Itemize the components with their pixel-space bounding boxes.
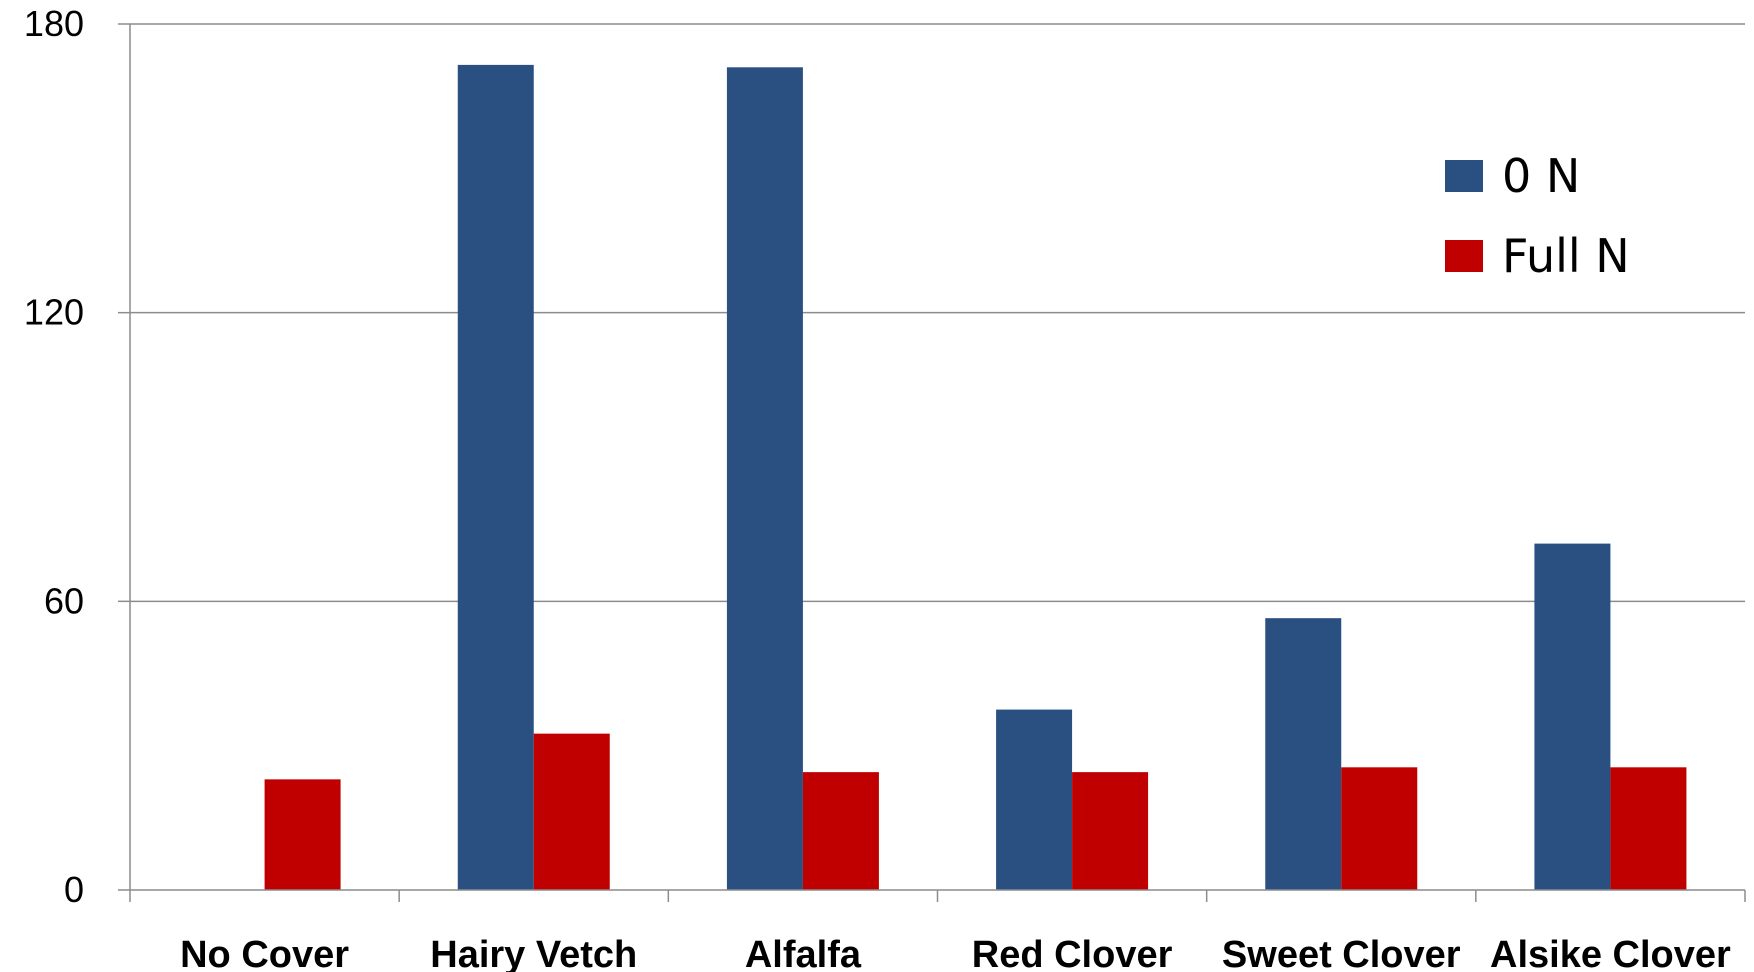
- bar-0n-red-clover: [996, 709, 1073, 890]
- bar-full-n-no-cover: [264, 779, 341, 890]
- y-tick-labels: 0 60 120 180: [24, 3, 84, 910]
- y-tick-label: 0: [64, 869, 84, 910]
- x-category-labels: No Cover Hairy Vetch Alfalfa Red Clover Swee…: [180, 934, 1731, 972]
- gridlines: [130, 23, 1745, 603]
- legend: 0 N Full N: [1445, 149, 1630, 283]
- axes: [118, 23, 1746, 902]
- x-category-label: Alfalfa: [745, 934, 862, 972]
- bar-full-n-red-clover: [1072, 772, 1149, 890]
- legend-label-full-n: Full N: [1502, 229, 1630, 283]
- bar-0n-alsike-clover: [1534, 543, 1611, 890]
- bar-full-n-hairy-vetch: [533, 733, 610, 890]
- bar-full-n-alsike-clover: [1610, 767, 1687, 890]
- x-category-label: No Cover: [180, 934, 349, 972]
- bar-full-n-sweet-clover: [1341, 767, 1418, 890]
- x-category-label: Hairy Vetch: [430, 934, 637, 972]
- legend-swatch-0n: [1445, 160, 1483, 192]
- x-category-label: Red Clover: [972, 934, 1173, 972]
- y-tick-label: 60: [44, 580, 84, 621]
- y-tick-label: 180: [24, 3, 84, 44]
- legend-swatch-full-n: [1445, 240, 1483, 272]
- legend-label-0n: 0 N: [1502, 149, 1580, 203]
- bar-full-n-alfalfa: [802, 772, 879, 890]
- bar-0n-hairy-vetch: [457, 64, 534, 890]
- bars: [264, 64, 1687, 891]
- x-category-label: Sweet Clover: [1222, 934, 1461, 972]
- bar-0n-sweet-clover: [1265, 618, 1342, 890]
- x-category-label: Alsike Clover: [1490, 934, 1731, 972]
- y-tick-label: 120: [24, 292, 84, 333]
- bar-0n-alfalfa: [726, 67, 803, 891]
